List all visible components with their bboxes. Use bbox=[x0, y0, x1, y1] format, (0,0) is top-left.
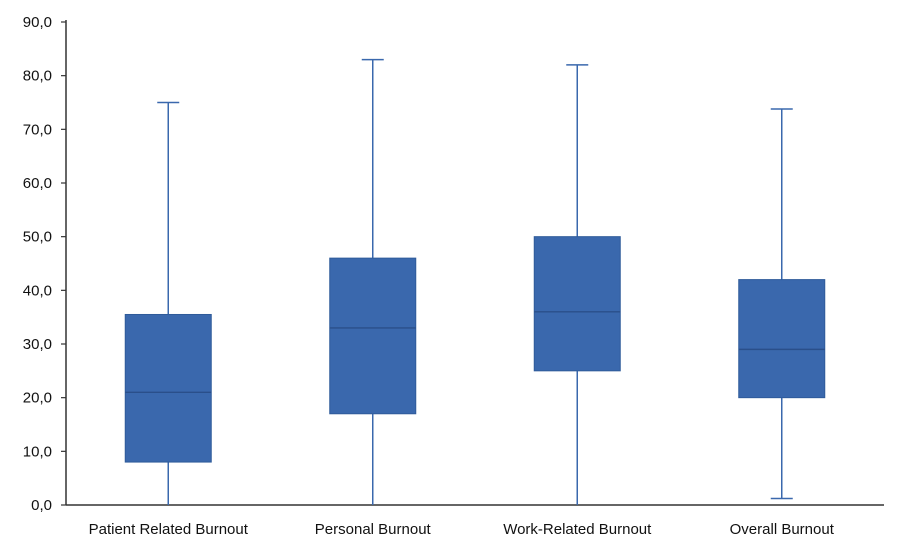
y-tick-label: 50,0 bbox=[23, 229, 52, 246]
iqr-box bbox=[738, 279, 826, 399]
y-tick-label: 70,0 bbox=[23, 121, 52, 138]
category-label: Patient Related Burnout bbox=[89, 521, 249, 538]
box-group bbox=[738, 108, 826, 500]
axes bbox=[61, 20, 884, 506]
boxes-layer bbox=[124, 58, 826, 505]
box-group bbox=[533, 64, 621, 505]
y-tick-label: 30,0 bbox=[23, 336, 52, 353]
y-tick-label: 90,0 bbox=[23, 14, 52, 31]
y-tick-label: 60,0 bbox=[23, 175, 52, 192]
y-tick-label: 10,0 bbox=[23, 443, 52, 460]
iqr-box bbox=[329, 257, 417, 415]
y-tick-label: 20,0 bbox=[23, 390, 52, 407]
category-label: Overall Burnout bbox=[730, 521, 835, 538]
y-tick-label: 0,0 bbox=[31, 497, 52, 514]
category-label: Personal Burnout bbox=[315, 521, 432, 538]
iqr-box bbox=[124, 313, 212, 463]
y-tick-label: 40,0 bbox=[23, 282, 52, 299]
category-label: Work-Related Burnout bbox=[503, 521, 652, 538]
box-group bbox=[329, 58, 417, 505]
box-group bbox=[124, 101, 212, 505]
y-tick-label: 80,0 bbox=[23, 68, 52, 85]
labels-layer: 0,0 10,0 20,0 30,0 40,0 50,0 60,0 70,0 80,0 90,0 P… bbox=[23, 14, 835, 538]
iqr-box bbox=[533, 236, 621, 372]
